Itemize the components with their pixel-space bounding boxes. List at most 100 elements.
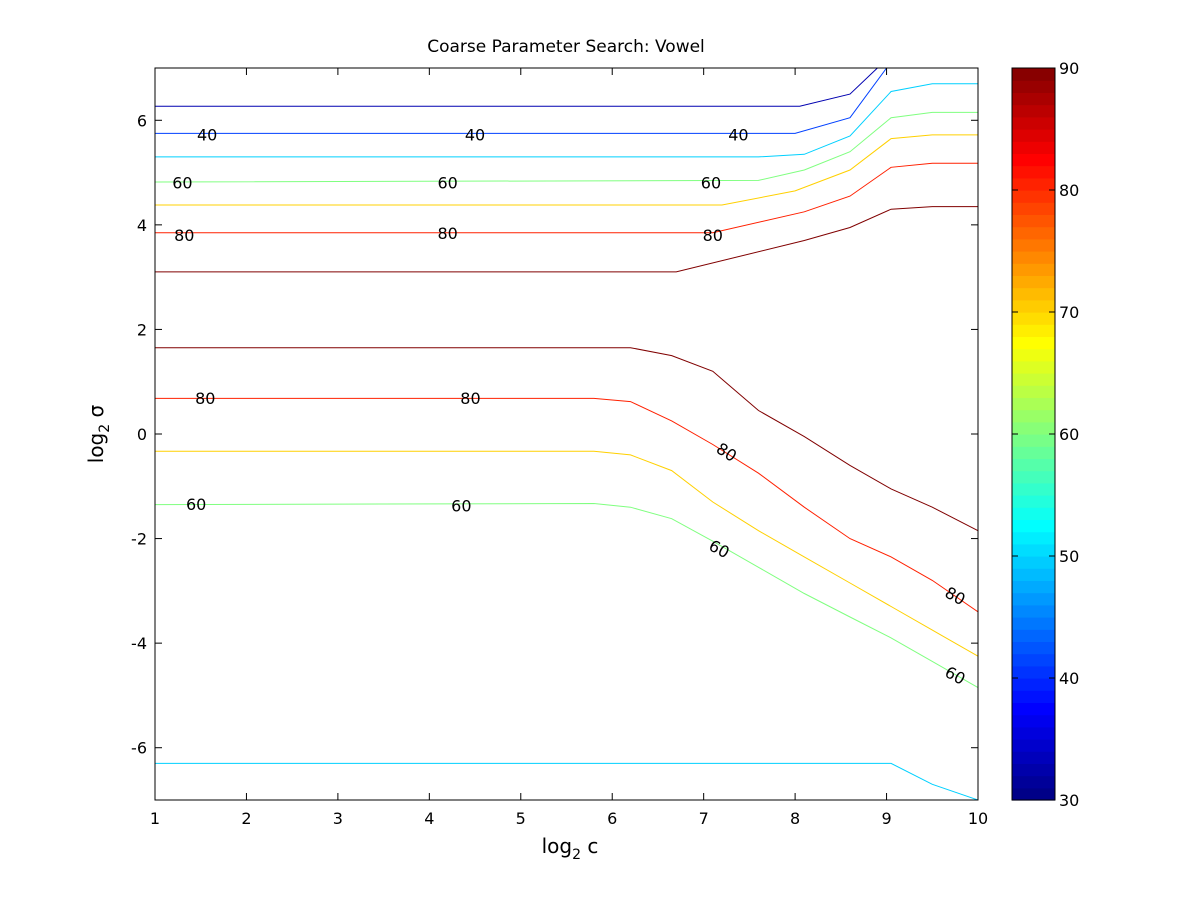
y-tick-label: -4 (131, 634, 147, 653)
y-tick-label: 6 (137, 111, 147, 130)
colorbar-swatch (1012, 446, 1055, 459)
contour-line-0 (155, 68, 878, 107)
colorbar-swatch (1012, 763, 1055, 777)
colorbar-tick-label: 70 (1059, 303, 1079, 322)
x-tick-label: 2 (241, 809, 251, 828)
colorbar-swatch (1012, 580, 1055, 594)
contour-label-6: 80 (174, 226, 194, 245)
x-tick-label: 6 (607, 809, 617, 828)
contour-line-5 (155, 162, 978, 234)
colorbar-swatch (1012, 104, 1055, 118)
colorbar-swatch (1012, 592, 1055, 606)
colorbar-tick-label: 30 (1059, 791, 1079, 810)
colorbar-swatch (1012, 751, 1055, 764)
colorbar-swatch (1012, 141, 1055, 154)
x-axis-label: log2 c (542, 834, 599, 863)
x-tick-label: 4 (424, 809, 434, 828)
colorbar-swatch (1012, 129, 1055, 142)
colorbar-swatch (1012, 641, 1055, 655)
colorbar-swatch (1012, 202, 1055, 215)
colorbar-swatch (1012, 421, 1055, 435)
contour-line-11 (155, 762, 978, 800)
colorbar-swatch (1012, 299, 1055, 313)
contour-label-13: 60 (451, 497, 471, 516)
contour-line-9 (155, 450, 978, 657)
y-axis-label: log2 σ (84, 404, 113, 463)
colorbar-swatch (1012, 495, 1055, 508)
colorbar-swatch (1012, 726, 1055, 740)
x-tick-label: 1 (150, 809, 160, 828)
colorbar-swatch (1012, 373, 1055, 386)
colorbar-swatch (1012, 543, 1055, 557)
colorbar-swatch (1012, 434, 1055, 447)
x-tick-label: 8 (790, 809, 800, 828)
colorbar-swatch (1012, 604, 1055, 618)
colorbar-swatch (1012, 68, 1055, 81)
colorbar-swatch (1012, 458, 1055, 472)
colorbar-swatch (1012, 397, 1055, 411)
contour-line-7 (155, 347, 978, 532)
contour-label-0: 40 (197, 125, 217, 144)
colorbar-swatch (1012, 775, 1055, 789)
contour-label-5: 60 (701, 174, 721, 193)
colorbar-swatch (1012, 251, 1055, 264)
colorbar-swatch (1012, 690, 1055, 703)
colorbar-swatch (1012, 348, 1055, 362)
colorbar-swatch (1012, 275, 1055, 289)
contour-lines (155, 68, 978, 800)
colorbar-swatch (1012, 507, 1055, 520)
colorbar-swatch (1012, 312, 1055, 325)
contour-label-2: 40 (728, 125, 748, 144)
colorbar-swatch (1012, 519, 1055, 533)
contour-label-7: 80 (437, 224, 457, 243)
colorbar-swatch (1012, 653, 1055, 667)
contour-line-2 (155, 83, 978, 158)
colorbar-swatch (1012, 629, 1055, 642)
colorbar-swatch (1012, 531, 1055, 545)
colorbar-swatch (1012, 482, 1055, 496)
colorbar-swatch (1012, 165, 1055, 179)
colorbar-swatch (1012, 287, 1055, 301)
colorbar-swatch (1012, 153, 1055, 167)
y-tick-label: 4 (137, 216, 147, 235)
contour-line-8 (155, 397, 978, 613)
colorbar-swatch (1012, 556, 1055, 569)
contour-label-8: 80 (703, 226, 723, 245)
contour-label-1: 40 (465, 125, 485, 144)
colorbar-swatch (1012, 739, 1055, 752)
colorbar-tick-label: 40 (1059, 669, 1079, 688)
colorbar-swatch (1012, 568, 1055, 581)
contour-line-3 (155, 111, 978, 183)
contour-label-9: 80 (195, 389, 215, 408)
colorbar-swatch (1012, 238, 1055, 252)
x-tick-label: 9 (881, 809, 891, 828)
colorbar-tick-label: 50 (1059, 547, 1079, 566)
colorbar-swatch (1012, 214, 1055, 228)
chart-title: Coarse Parameter Search: Vowel (427, 37, 705, 57)
colorbar-swatch (1012, 360, 1055, 374)
x-tick-label: 7 (699, 809, 709, 828)
plot-area (155, 68, 978, 800)
colorbar-swatch (1012, 336, 1055, 350)
colorbar-swatch (1012, 470, 1055, 484)
colorbar-swatch (1012, 92, 1055, 106)
colorbar-swatch (1012, 787, 1055, 801)
colorbar-swatch (1012, 702, 1055, 716)
colorbar: 30 40 50 60 70 80 90 (1011, 59, 1079, 810)
colorbar-swatch (1012, 263, 1055, 276)
contour-label-10: 80 (460, 389, 480, 408)
contour-label-4: 60 (437, 174, 457, 193)
x-axis-ticks: 1 2 3 4 5 6 7 8 9 10 (150, 68, 988, 828)
colorbar-swatch (1012, 324, 1055, 337)
colorbar-tick-label: 80 (1059, 181, 1079, 200)
colorbar-swatch (1012, 226, 1055, 240)
colorbar-swatch (1012, 665, 1055, 679)
contour-line-1 (155, 68, 888, 134)
y-tick-label: 2 (137, 320, 147, 339)
colorbar-tick-label: 60 (1059, 425, 1079, 444)
colorbar-swatch (1012, 409, 1055, 423)
contour-line-4 (155, 134, 978, 206)
y-tick-label: 0 (137, 425, 147, 444)
x-tick-label: 10 (968, 809, 988, 828)
